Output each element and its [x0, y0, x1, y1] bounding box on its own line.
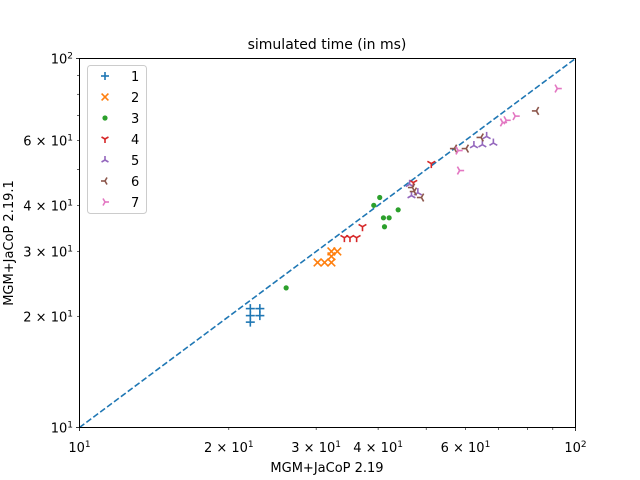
data-point-series-4 [358, 223, 367, 232]
data-point-series-3 [395, 207, 401, 213]
data-point-series-6 [409, 187, 418, 196]
series-7 [455, 84, 562, 175]
y-axis-label: MGM+JaCoP 2.19.1 [2, 180, 17, 306]
x-tick-label: 2 × 101 [204, 440, 254, 456]
data-point-series-7 [503, 116, 511, 125]
legend-item-7: 7 [102, 196, 139, 211]
y-tick-label: 102 [51, 52, 73, 68]
y-tick-label: 3 × 101 [23, 244, 73, 260]
y-tick-label: 2 × 101 [23, 309, 73, 325]
legend: 1 2 3 4 5 6 7 [87, 65, 147, 214]
series-5 [405, 131, 498, 199]
legend-marker-point [102, 115, 108, 121]
data-point-series-2 [332, 247, 342, 256]
x-tick-label: 4 × 101 [353, 440, 403, 456]
legend-label: 7 [131, 196, 139, 211]
legend-label: 4 [131, 133, 139, 148]
data-point-series-4 [352, 234, 361, 243]
x-tick-label: 3 × 101 [291, 440, 341, 456]
y-axis-ticks: 101 2 × 101 3 × 101 4 × 101 6 × 101 102 [23, 52, 80, 437]
legend-marker-x [101, 93, 109, 101]
legend-item-2: 2 [101, 91, 139, 106]
x-axis-ticks: 101 2 × 101 3 × 101 4 × 101 6 × 101 102 [68, 427, 587, 456]
legend-label: 3 [131, 112, 139, 127]
data-markers [245, 84, 562, 327]
axes-frame [79, 58, 576, 428]
series-1 [245, 304, 265, 327]
legend-label: 2 [131, 91, 139, 106]
legend-label: 5 [131, 154, 139, 169]
data-point-series-3 [371, 202, 377, 208]
x-axis-label: MGM+JaCoP 2.19 [270, 461, 383, 476]
reference-diagonal-line [79, 57, 576, 429]
data-point-series-4 [345, 234, 355, 243]
legend-item-3: 3 [102, 112, 139, 127]
data-point-series-1 [245, 317, 255, 327]
x-tick-label: 6 × 101 [441, 440, 491, 456]
legend-marker-tri_up [101, 156, 109, 163]
y-tick-label: 101 [51, 421, 73, 437]
legend-box [87, 65, 147, 214]
data-point-series-7 [455, 146, 463, 155]
legend-item-5: 5 [101, 154, 139, 169]
series-2 [313, 247, 342, 267]
data-point-series-2 [313, 258, 322, 267]
data-point-series-3 [377, 194, 383, 201]
series-4 [340, 160, 436, 243]
legend-item-4: 4 [101, 133, 139, 148]
data-point-series-3 [380, 215, 387, 221]
data-point-series-6 [416, 193, 425, 202]
data-point-series-3 [283, 285, 289, 291]
data-point-series-7 [512, 111, 520, 121]
plot-area [79, 57, 576, 429]
data-point-series-7 [456, 166, 465, 175]
legend-marker-plus [101, 72, 109, 80]
y-tick-label: 6 × 101 [23, 133, 73, 149]
x-tick-label: 101 [68, 440, 90, 456]
data-point-series-6 [449, 144, 458, 153]
data-point-series-6 [461, 144, 470, 153]
data-point-series-6 [531, 106, 540, 116]
legend-label: 1 [131, 70, 139, 85]
data-point-series-5 [482, 131, 491, 140]
data-point-series-2 [320, 258, 329, 267]
legend-marker-tri_right [102, 198, 109, 206]
data-point-series-4 [427, 160, 436, 169]
data-point-series-5 [469, 141, 479, 149]
data-point-series-5 [489, 138, 498, 146]
data-point-series-6 [476, 133, 484, 142]
series-3 [283, 194, 401, 291]
data-point-series-3 [381, 224, 388, 230]
x-tick-label: 102 [564, 440, 586, 456]
y-tick-label: 4 × 101 [23, 198, 73, 214]
data-point-series-7 [554, 84, 562, 93]
series-6 [407, 106, 540, 202]
legend-label: 6 [131, 175, 139, 190]
data-point-series-1 [255, 311, 265, 321]
legend-item-6: 6 [101, 175, 139, 190]
legend-marker-tri_left [101, 177, 108, 185]
legend-marker-tri_down [101, 136, 109, 143]
legend-item-1: 1 [101, 70, 139, 85]
data-point-series-3 [386, 215, 392, 221]
chart-title: simulated time (in ms) [248, 37, 407, 53]
